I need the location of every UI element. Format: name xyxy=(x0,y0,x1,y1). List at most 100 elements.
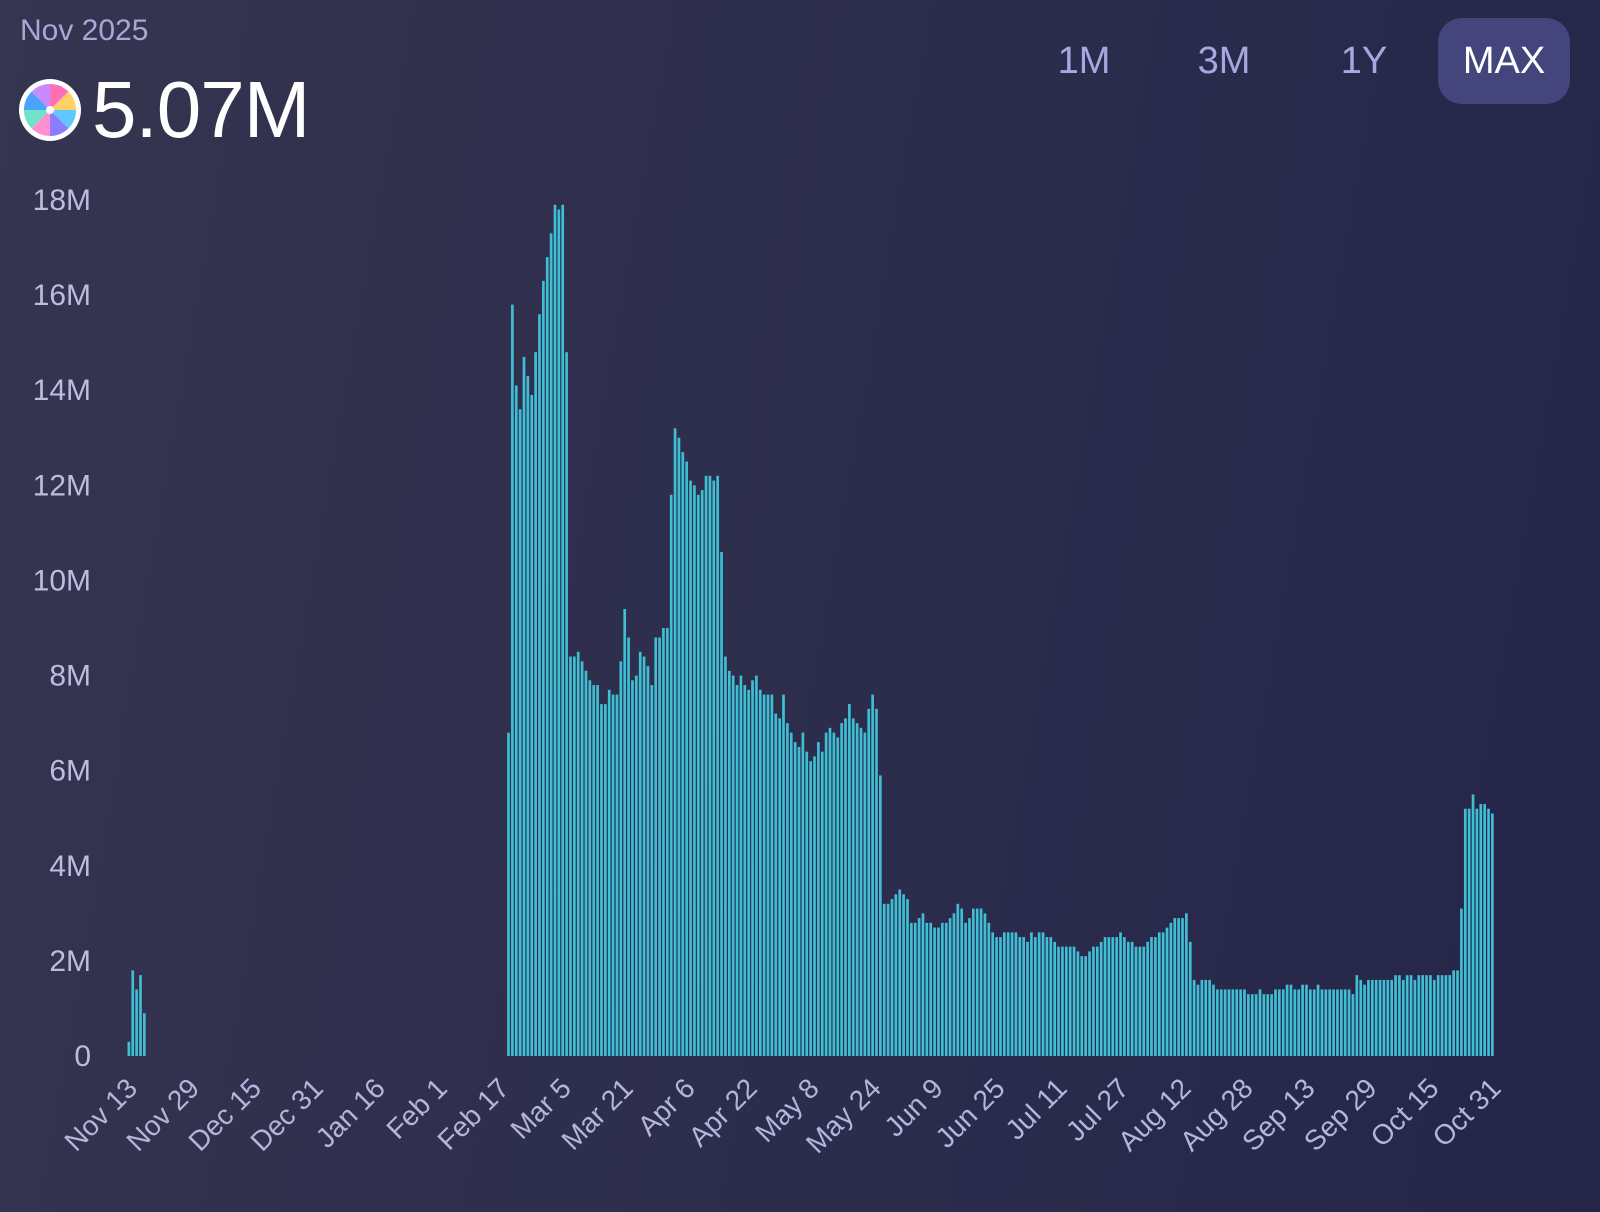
bar[interactable] xyxy=(1413,979,1417,1056)
bar[interactable] xyxy=(646,666,650,1056)
bar[interactable] xyxy=(1262,994,1266,1056)
bar[interactable] xyxy=(607,689,611,1056)
bar[interactable] xyxy=(1278,989,1281,1056)
bar[interactable] xyxy=(565,352,568,1056)
bar[interactable] xyxy=(1429,975,1432,1056)
bar[interactable] xyxy=(941,922,944,1056)
bar[interactable] xyxy=(1355,975,1359,1056)
bar[interactable] xyxy=(669,494,673,1057)
bar[interactable] xyxy=(1309,989,1312,1056)
bar[interactable] xyxy=(1033,937,1037,1056)
bar[interactable] xyxy=(894,894,898,1056)
range-button-1m[interactable]: 1M xyxy=(1057,39,1111,82)
bar[interactable] xyxy=(766,694,770,1056)
bar[interactable] xyxy=(770,694,774,1056)
range-button-1y[interactable]: 1Y xyxy=(1340,39,1388,82)
bar[interactable] xyxy=(1440,975,1444,1056)
bar[interactable] xyxy=(1123,937,1126,1056)
bar[interactable] xyxy=(1432,979,1436,1056)
bar[interactable] xyxy=(1126,941,1130,1056)
bar[interactable] xyxy=(1092,946,1095,1056)
bar[interactable] xyxy=(871,694,874,1056)
bar[interactable] xyxy=(1305,984,1308,1056)
bar[interactable] xyxy=(1409,975,1413,1056)
bar[interactable] xyxy=(677,437,681,1056)
bar[interactable] xyxy=(898,889,902,1056)
bar[interactable] xyxy=(933,927,936,1056)
bar[interactable] xyxy=(1030,932,1033,1056)
bar[interactable] xyxy=(1378,979,1382,1056)
bar[interactable] xyxy=(700,490,704,1057)
range-button-3m[interactable]: 3M xyxy=(1197,39,1251,82)
bar[interactable] xyxy=(1002,932,1006,1056)
bar[interactable] xyxy=(1216,989,1219,1056)
bar[interactable] xyxy=(514,385,518,1057)
bar[interactable] xyxy=(910,922,913,1056)
bar[interactable] xyxy=(1247,994,1250,1056)
bar[interactable] xyxy=(1227,989,1231,1056)
bar[interactable] xyxy=(604,704,607,1056)
bar[interactable] xyxy=(782,694,785,1056)
bar[interactable] xyxy=(1061,946,1064,1056)
bar[interactable] xyxy=(1285,984,1289,1056)
bar[interactable] xyxy=(1254,994,1258,1056)
bar[interactable] xyxy=(596,685,599,1056)
bar[interactable] xyxy=(1456,970,1459,1056)
bar[interactable] xyxy=(561,204,565,1056)
bar[interactable] xyxy=(143,1013,146,1056)
bar[interactable] xyxy=(1258,989,1262,1056)
bar[interactable] xyxy=(1057,946,1060,1056)
bar[interactable] xyxy=(1367,979,1370,1056)
bar[interactable] xyxy=(634,675,638,1056)
bar[interactable] xyxy=(1483,803,1486,1056)
bar[interactable] xyxy=(801,732,805,1056)
bar[interactable] xyxy=(1053,941,1057,1056)
bar[interactable] xyxy=(1212,984,1215,1056)
bar[interactable] xyxy=(1134,946,1138,1056)
bar[interactable] xyxy=(863,732,867,1056)
bar[interactable] xyxy=(549,233,553,1057)
bar[interactable] xyxy=(642,656,646,1056)
bar[interactable] xyxy=(1363,984,1366,1056)
bar[interactable] xyxy=(638,651,642,1056)
bar[interactable] xyxy=(805,751,809,1056)
bar[interactable] xyxy=(1041,932,1045,1056)
bar[interactable] xyxy=(1181,918,1184,1056)
bar[interactable] xyxy=(1072,946,1076,1056)
bar[interactable] xyxy=(1347,989,1351,1056)
bar[interactable] xyxy=(1223,989,1227,1056)
bar[interactable] xyxy=(944,922,948,1056)
bar[interactable] xyxy=(999,937,1002,1056)
bar[interactable] xyxy=(762,694,766,1056)
bar[interactable] xyxy=(913,922,917,1056)
bar[interactable] xyxy=(1467,808,1471,1056)
bar[interactable] xyxy=(530,394,534,1057)
bar[interactable] xyxy=(724,656,727,1056)
range-button-max[interactable]: MAX xyxy=(1438,18,1570,104)
bar[interactable] xyxy=(1010,932,1014,1056)
bar[interactable] xyxy=(576,651,580,1056)
bar[interactable] xyxy=(580,661,584,1056)
bar[interactable] xyxy=(979,908,983,1056)
bar[interactable] xyxy=(1095,946,1099,1056)
bar[interactable] xyxy=(1064,946,1068,1056)
bar[interactable] xyxy=(813,756,816,1056)
bar[interactable] xyxy=(518,409,522,1056)
bar[interactable] xyxy=(1200,979,1204,1056)
bar[interactable] xyxy=(1479,803,1483,1056)
bar[interactable] xyxy=(1250,994,1254,1056)
bar[interactable] xyxy=(1111,937,1115,1056)
bar[interactable] xyxy=(1088,951,1091,1056)
bar[interactable] xyxy=(975,908,979,1056)
bar[interactable] xyxy=(1115,937,1118,1056)
bar[interactable] xyxy=(131,970,135,1056)
bar[interactable] xyxy=(557,209,561,1056)
bar[interactable] xyxy=(1068,946,1072,1056)
bar[interactable] xyxy=(1243,989,1246,1056)
bar[interactable] xyxy=(875,708,878,1056)
bar[interactable] xyxy=(712,480,716,1057)
bar[interactable] xyxy=(507,732,510,1056)
bar[interactable] xyxy=(817,742,820,1056)
bar[interactable] xyxy=(735,685,739,1056)
bar[interactable] xyxy=(511,304,514,1056)
